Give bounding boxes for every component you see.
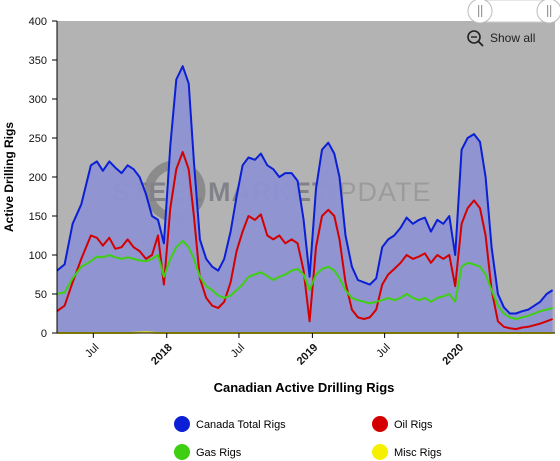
zoom-out-handle xyxy=(477,40,484,47)
oil-rigs-line xyxy=(56,151,553,331)
y-tick-label: 300 xyxy=(29,94,47,106)
x-tick-label: 2018 xyxy=(149,342,175,368)
x-axis-title: Canadian Active Drilling Rigs xyxy=(214,380,395,395)
x-tick-label: Jul xyxy=(229,342,247,360)
x-axis: Jul 2018 Jul 2019 Jul 2020 xyxy=(57,332,555,368)
legend-marker xyxy=(372,444,388,460)
handle-grip-left-2 xyxy=(481,5,483,17)
legend-label: Gas Rigs xyxy=(196,447,242,459)
legend-item-gas-rigs[interactable]: Gas Rigs xyxy=(174,444,242,460)
navigator-handle-left[interactable] xyxy=(467,0,493,24)
legend-label: Oil Rigs xyxy=(394,419,433,431)
y-tick-label: 50 xyxy=(35,289,47,301)
legend-label: Canada Total Rigs xyxy=(196,419,286,431)
canada-total-rigs-area xyxy=(57,66,553,333)
zoom-out-icon xyxy=(467,30,481,44)
legend-item-misc-rigs[interactable]: Misc Rigs xyxy=(372,444,442,460)
legend-marker xyxy=(174,416,190,432)
handle-grip-left-1 xyxy=(478,5,480,17)
show-all-button[interactable]: Show all xyxy=(467,30,535,47)
handle-grip-right-2 xyxy=(550,5,552,17)
handle-grip-right-1 xyxy=(547,5,549,17)
x-tick-label: Jul xyxy=(374,342,392,360)
legend-item-oil-rigs[interactable]: Oil Rigs xyxy=(372,416,433,432)
gas-rigs-line xyxy=(56,240,553,320)
y-tick-label: 0 xyxy=(41,328,47,340)
legend-label: Misc Rigs xyxy=(394,447,442,459)
y-tick-label: 150 xyxy=(29,211,47,223)
y-tick-label: 250 xyxy=(29,133,47,145)
y-tick-label: 350 xyxy=(29,55,47,67)
zoom-navigator[interactable] xyxy=(467,0,560,24)
x-tick-label: 2020 xyxy=(440,342,466,368)
legend: Canada Total Rigs Oil Rigs Gas Rigs Misc Ri… xyxy=(174,416,442,460)
navigator-handle-right[interactable] xyxy=(536,0,560,24)
x-tick-label: 2019 xyxy=(295,342,321,368)
y-tick-label: 200 xyxy=(29,172,47,184)
y-axis-title: Active Drilling Rigs xyxy=(2,122,16,232)
legend-item-canada-total-rigs[interactable]: Canada Total Rigs xyxy=(174,416,286,432)
y-axis: 0 50 100 150 200 250 300 350 400 xyxy=(29,16,58,340)
y-tick-label: 400 xyxy=(29,16,47,28)
legend-marker xyxy=(174,444,190,460)
legend-marker xyxy=(372,416,388,432)
y-tick-label: 100 xyxy=(29,250,47,262)
show-all-label[interactable]: Show all xyxy=(490,31,535,45)
x-tick-label: Jul xyxy=(83,342,101,360)
canada-total-rigs-line xyxy=(56,65,554,315)
